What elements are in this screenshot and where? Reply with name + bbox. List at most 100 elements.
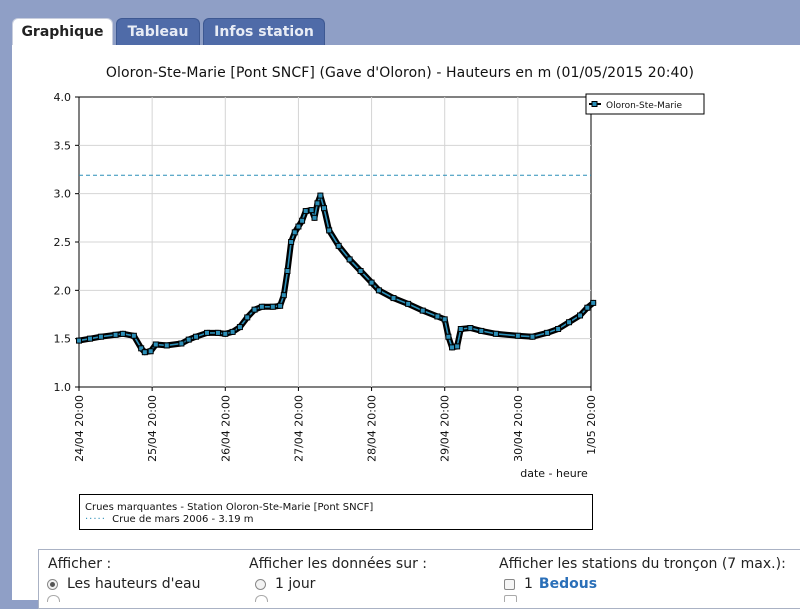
crues-legend-entry: Crue de mars 2006 - 3.19 m: [112, 514, 254, 525]
data-point: [112, 331, 119, 338]
data-point: [317, 192, 324, 199]
data-point: [299, 217, 306, 224]
data-point: [544, 329, 551, 336]
y-tick-label: 4.0: [54, 91, 72, 104]
radio-next-partial[interactable]: [47, 595, 60, 602]
data-point: [566, 319, 573, 326]
stations-title: Afficher les stations du tronçon (7 max.…: [499, 556, 786, 572]
station-number: 1: [524, 576, 533, 592]
radio-next-partial-2[interactable]: [255, 595, 268, 602]
display-option-hauteurs[interactable]: Les hauteurs d'eau: [47, 576, 201, 592]
series-points: [76, 192, 597, 356]
tab-graphique[interactable]: Graphique: [12, 18, 113, 46]
data-point: [76, 337, 82, 344]
display-option-label: Les hauteurs d'eau: [67, 576, 201, 592]
data-point: [308, 207, 315, 214]
data-point: [390, 295, 397, 302]
period-title: Afficher les données sur :: [249, 556, 428, 572]
top-header-strip: [0, 0, 800, 18]
data-point: [222, 330, 229, 337]
station-option-bedous[interactable]: 1 Bedous: [504, 576, 597, 592]
data-point: [236, 324, 243, 331]
checkbox-next-partial[interactable]: [504, 595, 517, 602]
data-point: [457, 326, 464, 332]
data-point: [147, 348, 154, 355]
station-link-bedous[interactable]: Bedous: [538, 576, 598, 592]
data-point: [419, 307, 426, 314]
chart-legend: Oloron-Ste-Marie: [585, 93, 705, 115]
data-point: [284, 268, 291, 274]
radio-hauteurs[interactable]: [47, 578, 58, 590]
data-point: [434, 313, 441, 320]
data-point: [163, 342, 170, 349]
data-point: [302, 208, 309, 215]
data-point: [130, 332, 137, 339]
y-axis: 1.0 1.5 2.0 2.5 3.0 3.5 4.0: [54, 91, 79, 394]
data-point: [314, 200, 321, 207]
y-tick-label: 1.5: [54, 333, 72, 346]
data-point: [269, 303, 276, 310]
data-point: [138, 345, 145, 352]
data-point: [445, 333, 452, 340]
tab-tableau[interactable]: Tableau: [116, 18, 200, 45]
period-option-label: 1 jour: [275, 576, 316, 592]
data-point: [244, 314, 251, 321]
data-point: [368, 279, 375, 286]
x-tick-label: 24/04 20:00: [73, 395, 86, 462]
data-point: [152, 341, 159, 348]
data-point: [577, 312, 584, 319]
data-point: [590, 299, 597, 306]
x-tick-label: 1/05 20:00: [585, 395, 598, 455]
x-tick-label: 28/04 20:00: [366, 395, 379, 462]
data-point: [119, 330, 126, 337]
data-point: [321, 205, 328, 212]
data-point: [86, 335, 93, 342]
data-point: [185, 336, 192, 343]
data-point: [375, 287, 382, 294]
data-point: [251, 306, 258, 313]
data-point: [178, 340, 185, 347]
y-tick-label: 3.0: [54, 188, 72, 201]
data-point: [492, 330, 499, 337]
display-options-panel: Afficher : Les hauteurs d'eau Afficher l…: [38, 549, 800, 609]
data-point: [357, 268, 364, 274]
data-point: [449, 344, 456, 351]
y-tick-label: 1.0: [54, 381, 72, 394]
y-tick-label: 2.5: [54, 236, 72, 249]
x-tick-label: 26/04 20:00: [219, 395, 232, 462]
tab-infos-station[interactable]: Infos station: [203, 18, 325, 45]
checkbox-bedous[interactable]: [504, 578, 515, 590]
data-point: [204, 329, 210, 336]
crues-legend-title: Crues marquantes - Station Oloron-Ste-Ma…: [85, 502, 374, 513]
y-tick-label: 2.0: [54, 284, 72, 297]
data-point: [97, 333, 104, 340]
x-tick-label: 27/04 20:00: [292, 395, 305, 462]
data-point: [141, 349, 148, 356]
data-point: [529, 333, 536, 340]
legend-marker: [591, 101, 598, 107]
data-point: [514, 332, 521, 339]
data-point: [335, 242, 342, 249]
data-point: [258, 303, 265, 310]
x-tick-label: 29/04 20:00: [439, 395, 452, 462]
data-point: [405, 300, 412, 307]
data-point: [280, 292, 287, 299]
y-tick-label: 3.5: [54, 139, 72, 152]
data-point: [311, 214, 318, 221]
data-point: [288, 239, 295, 245]
display-title: Afficher :: [48, 556, 112, 572]
radio-1-jour[interactable]: [255, 578, 266, 590]
x-tick-label: 25/04 20:00: [146, 395, 159, 462]
data-point: [454, 343, 461, 350]
data-point: [326, 227, 333, 234]
data-point: [584, 304, 591, 311]
data-point: [214, 329, 221, 336]
data-point: [193, 333, 200, 340]
chart-title: Oloron-Ste-Marie [Pont SNCF] (Gave d'Olo…: [105, 65, 695, 81]
data-point: [229, 328, 236, 335]
data-point: [467, 325, 474, 332]
data-point: [277, 302, 284, 309]
legend-series-name: Oloron-Ste-Marie: [606, 101, 683, 111]
period-option-1jour[interactable]: 1 jour: [255, 576, 315, 592]
